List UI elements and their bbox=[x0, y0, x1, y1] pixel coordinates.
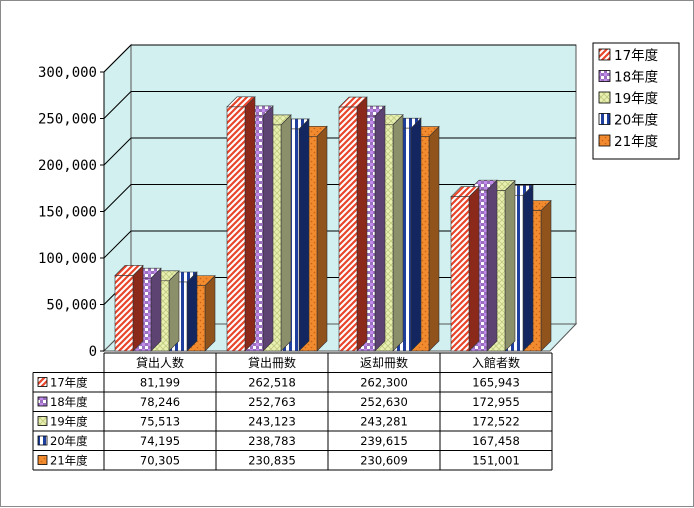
category-label: 貸出冊数 bbox=[248, 355, 296, 370]
data-label: 165,943 bbox=[472, 376, 520, 390]
data-label: 252,763 bbox=[248, 395, 296, 409]
data-label: 238,783 bbox=[248, 434, 296, 448]
y-tick-label: 100,000 bbox=[38, 251, 97, 267]
category-label: 入館者数 bbox=[472, 355, 520, 370]
y-tick-label: 50,000 bbox=[46, 298, 97, 314]
data-label: 74,195 bbox=[140, 434, 180, 448]
row-label: 19年度 bbox=[50, 415, 88, 429]
y-tick-label: 300,000 bbox=[38, 65, 97, 81]
row-label: 20年度 bbox=[50, 434, 88, 448]
data-label: 230,835 bbox=[248, 454, 296, 468]
data-table: 貸出人数 貸出冊数 返却冊数 入館者数 17年度 81,199 262,518 262,300… bbox=[32, 352, 553, 471]
data-label: 230,609 bbox=[360, 454, 408, 468]
gridline bbox=[103, 44, 576, 73]
legend-key bbox=[37, 455, 48, 465]
data-label: 70,305 bbox=[140, 454, 180, 468]
data-label: 239,615 bbox=[360, 434, 408, 448]
legend-swatch bbox=[598, 70, 611, 82]
row-label: 18年度 bbox=[50, 395, 88, 409]
data-label: 151,001 bbox=[472, 454, 520, 468]
data-label: 262,300 bbox=[360, 376, 408, 390]
legend-label: 20年度 bbox=[614, 113, 658, 129]
data-label: 172,522 bbox=[472, 415, 520, 429]
bar bbox=[338, 96, 368, 352]
bar bbox=[450, 185, 480, 352]
data-label: 172,955 bbox=[472, 395, 520, 409]
legend-key bbox=[37, 435, 48, 446]
data-label: 252,630 bbox=[360, 395, 408, 409]
legend-swatch bbox=[598, 113, 611, 125]
data-label: 78,246 bbox=[140, 395, 180, 409]
legend-key bbox=[37, 416, 48, 426]
y-tick-label: 0 bbox=[89, 344, 97, 360]
legend-label: 18年度 bbox=[614, 70, 658, 86]
y-tick-label: 150,000 bbox=[38, 205, 97, 221]
legend-label: 21年度 bbox=[614, 134, 658, 150]
y-tick-label: 250,000 bbox=[38, 112, 97, 128]
row-label: 17年度 bbox=[50, 376, 88, 390]
legend-label: 17年度 bbox=[614, 48, 658, 64]
legend-label: 19年度 bbox=[614, 91, 658, 107]
data-label: 243,123 bbox=[248, 415, 296, 429]
legend-swatch bbox=[598, 134, 611, 147]
legend-swatch bbox=[598, 91, 611, 104]
data-label: 167,458 bbox=[472, 434, 520, 448]
category-label: 貸出人数 bbox=[136, 355, 184, 370]
data-label: 81,199 bbox=[140, 376, 180, 390]
legend-key bbox=[37, 377, 48, 387]
row-label: 21年度 bbox=[50, 454, 88, 468]
data-label: 262,518 bbox=[248, 376, 296, 390]
data-label: 75,513 bbox=[140, 415, 180, 429]
y-tick-label: 200,000 bbox=[38, 158, 97, 174]
data-label: 243,281 bbox=[360, 415, 408, 429]
bar bbox=[226, 96, 256, 352]
category-label: 返却冊数 bbox=[360, 355, 408, 370]
legend-swatch bbox=[598, 48, 611, 61]
legend-key bbox=[37, 396, 48, 407]
bar bbox=[114, 264, 144, 352]
gridline bbox=[103, 91, 576, 119]
